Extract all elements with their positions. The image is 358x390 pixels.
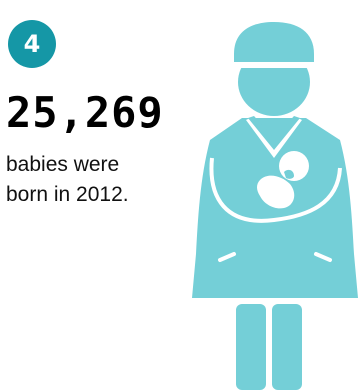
nurse-left-leg-icon xyxy=(236,304,266,390)
statistic-caption: babies were born in 2012. xyxy=(6,150,186,210)
statistic-number: 25,269 xyxy=(6,88,164,137)
nurse-holding-baby-icon xyxy=(190,8,358,390)
caption-line-2: born in 2012. xyxy=(6,183,129,206)
step-number-badge: 4 xyxy=(8,20,56,68)
baby-head-icon xyxy=(279,151,309,181)
nurse-right-leg-icon xyxy=(272,304,302,390)
caption-line-1: babies were xyxy=(6,153,120,176)
nurse-cap-icon xyxy=(234,22,314,62)
nurse-head-icon xyxy=(238,48,310,116)
baby-body-icon xyxy=(257,175,295,209)
